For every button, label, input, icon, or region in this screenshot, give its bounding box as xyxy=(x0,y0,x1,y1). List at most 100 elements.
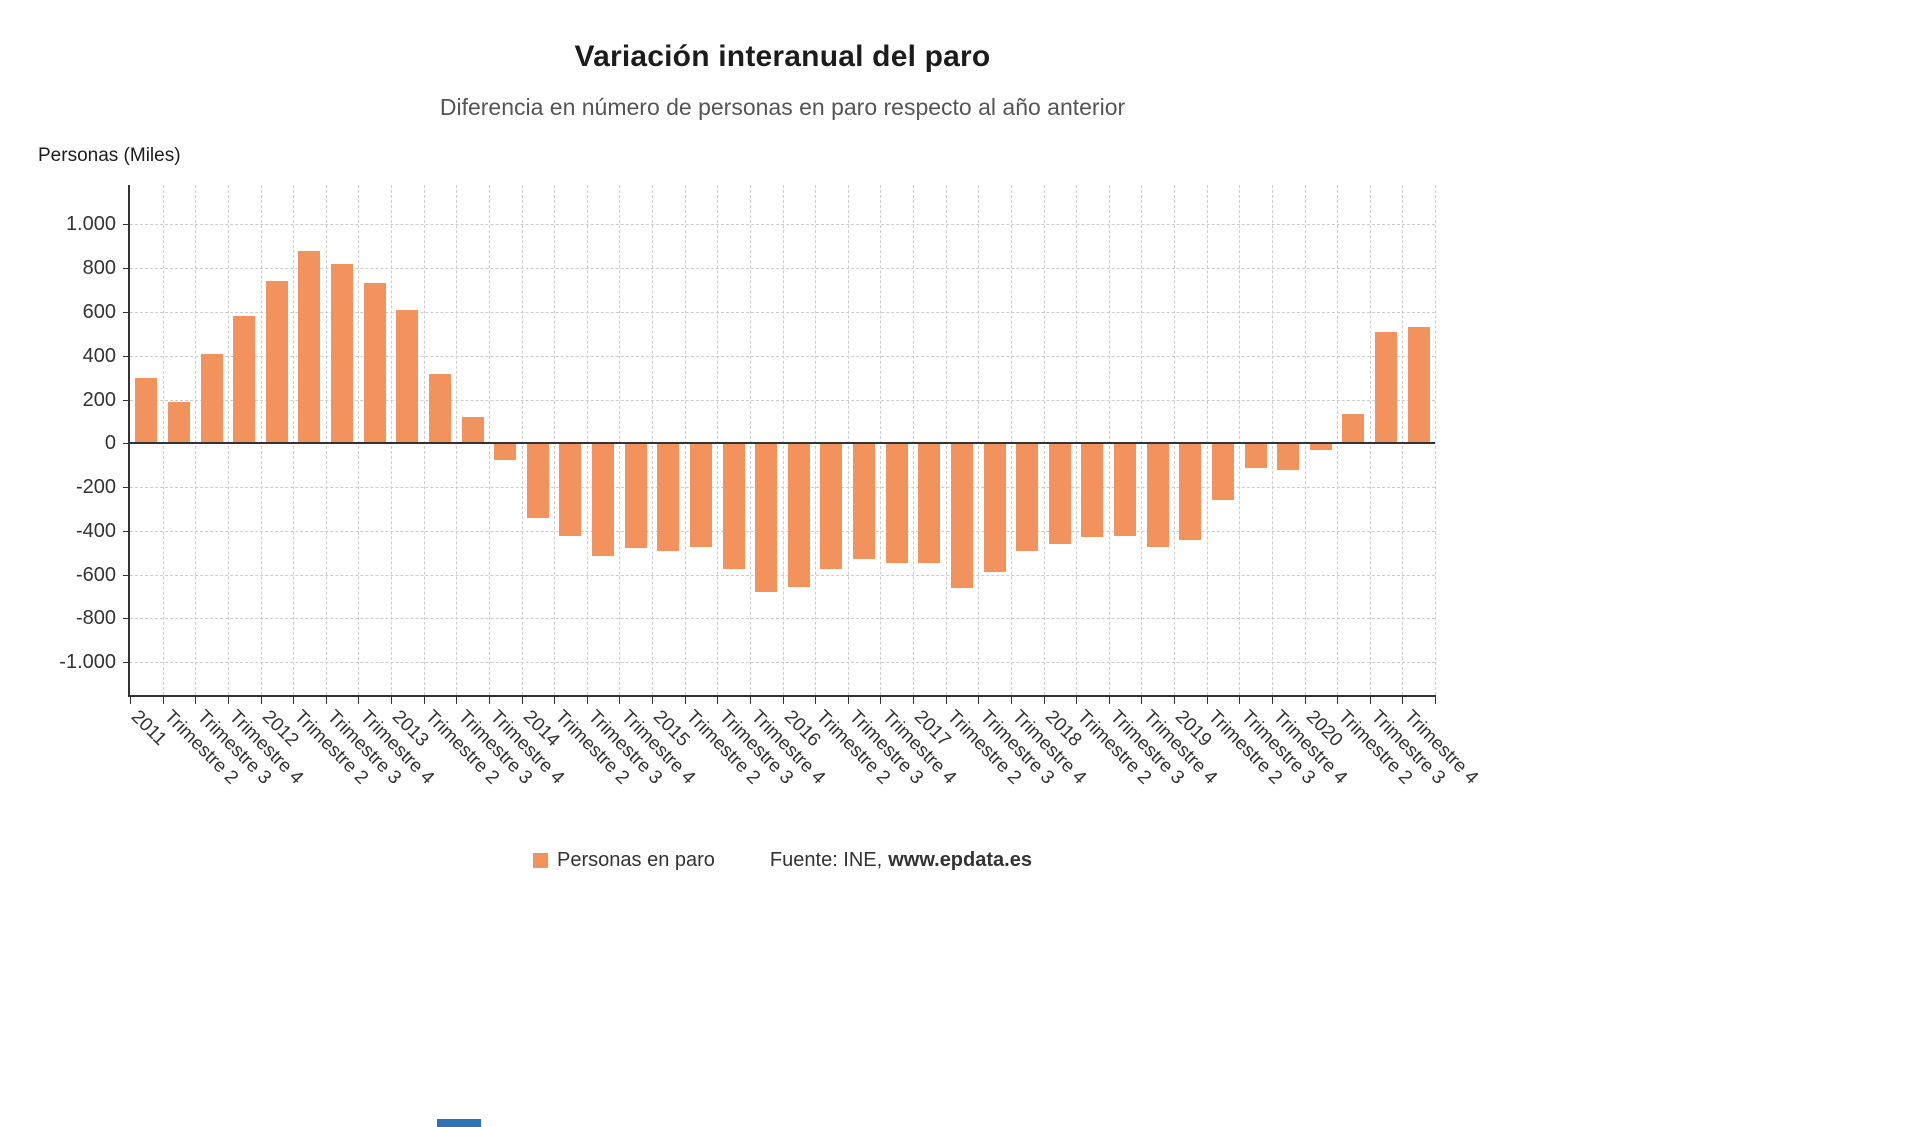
gridline-vertical xyxy=(391,185,392,695)
bar xyxy=(1277,443,1300,470)
gridline-vertical xyxy=(945,185,947,695)
x-tick-label: 2012 xyxy=(257,706,303,752)
source-site-link[interactable]: www.epdata.es xyxy=(888,849,1032,871)
x-tick-mark xyxy=(358,697,360,704)
bar xyxy=(1016,443,1039,551)
x-tick-mark xyxy=(260,697,262,704)
y-tick-label: 200 xyxy=(82,388,116,411)
bar xyxy=(918,443,941,563)
x-tick-mark xyxy=(391,697,392,704)
bar xyxy=(853,443,876,560)
source-text: Fuente: INE, www.epdata.es xyxy=(770,849,1032,872)
bar xyxy=(592,443,615,556)
zero-line xyxy=(130,442,1435,445)
bar xyxy=(1342,413,1365,444)
bar xyxy=(1211,443,1234,501)
bar xyxy=(1146,443,1169,548)
gridline-vertical xyxy=(880,185,882,695)
x-tick-label: Trimestre 2 xyxy=(1203,706,1287,789)
x-tick-mark xyxy=(945,697,947,704)
x-tick-label: Trimestre 2 xyxy=(681,706,765,789)
y-axis-title: Personas (Miles) xyxy=(38,145,181,166)
x-tick-label: Trimestre 3 xyxy=(192,706,275,789)
gridline-vertical xyxy=(1271,185,1273,695)
bar xyxy=(233,316,256,444)
x-tick-label: 2019 xyxy=(1171,706,1216,752)
bar xyxy=(298,250,321,444)
x-tick-mark xyxy=(325,697,327,704)
x-tick-label: Trimestre 3 xyxy=(714,706,797,789)
bar xyxy=(624,443,647,549)
x-tick-label: 2016 xyxy=(779,706,825,752)
gridline-vertical xyxy=(1239,185,1241,695)
x-tick-mark xyxy=(619,697,621,704)
x-tick-mark xyxy=(227,697,229,704)
bar xyxy=(722,443,745,570)
x-tick-mark xyxy=(130,697,131,704)
x-tick-label: 2013 xyxy=(388,706,433,752)
y-tick-label: -600 xyxy=(75,563,116,586)
x-tick-mark xyxy=(1206,697,1208,704)
x-tick-mark xyxy=(880,697,882,704)
gridline-vertical xyxy=(1174,185,1175,695)
x-tick-label: 2018 xyxy=(1040,706,1086,752)
gridline-vertical xyxy=(227,185,229,695)
gridline-vertical xyxy=(717,185,719,695)
x-tick-mark xyxy=(1271,697,1273,704)
bar xyxy=(950,443,973,588)
bar xyxy=(1244,443,1267,469)
x-tick-label: Trimestre 3 xyxy=(453,706,536,789)
x-tick-label: Trimestre 3 xyxy=(1366,706,1450,789)
x-tick-mark xyxy=(1141,697,1143,704)
bar xyxy=(787,443,810,587)
gridline-vertical xyxy=(913,185,914,695)
gridline-vertical xyxy=(260,185,262,695)
gridline-vertical xyxy=(1369,185,1371,695)
x-tick-label: 2017 xyxy=(910,706,955,752)
x-tick-mark xyxy=(782,697,784,704)
bar xyxy=(526,443,549,518)
y-tick-label: -1.000 xyxy=(59,651,116,674)
gridline-vertical xyxy=(749,185,751,695)
x-tick-label: 2020 xyxy=(1301,706,1347,752)
gridline-vertical xyxy=(1108,185,1110,695)
bar xyxy=(689,443,712,548)
bar xyxy=(885,443,908,563)
x-tick-label: Trimestre 4 xyxy=(1399,706,1482,789)
x-tick-mark xyxy=(1304,697,1306,704)
legend-label: Personas en paro xyxy=(557,849,715,871)
gridline-vertical xyxy=(1337,185,1339,695)
bar xyxy=(331,263,354,444)
gridline-vertical xyxy=(521,185,523,695)
bar xyxy=(1114,443,1137,537)
chart-subtitle: Diferencia en número de personas en paro… xyxy=(439,94,1126,120)
gridline-vertical xyxy=(423,185,425,695)
bar xyxy=(1179,443,1202,540)
legend-item-personas-en-paro[interactable]: Personas en paro xyxy=(533,849,715,872)
x-tick-label: 2011 xyxy=(127,706,171,751)
epdata-logo-fragment xyxy=(437,1119,481,1127)
x-tick-label: Trimestre 2 xyxy=(1334,706,1417,789)
x-tick-label: Trimestre 4 xyxy=(877,706,960,789)
x-tick-label: Trimestre 4 xyxy=(616,706,699,789)
x-tick-mark xyxy=(456,697,458,704)
bar xyxy=(1309,443,1332,450)
x-tick-label: Trimestre 4 xyxy=(1269,706,1352,789)
x-tick-mark xyxy=(521,697,523,704)
chart-legend: Personas en paro Fuente: INE, www.epdata.… xyxy=(0,849,1565,872)
gridline-vertical xyxy=(815,185,817,695)
bar xyxy=(983,443,1006,573)
gridline-vertical xyxy=(1010,185,1012,695)
bar xyxy=(1375,331,1398,444)
x-tick-label: Trimestre 4 xyxy=(486,706,569,789)
gridline-vertical xyxy=(1206,185,1208,695)
gridline-vertical xyxy=(554,185,556,695)
gridline-vertical xyxy=(195,185,197,695)
x-tick-mark xyxy=(1239,697,1241,704)
bar xyxy=(1048,443,1071,544)
x-tick-label: 2014 xyxy=(518,706,564,752)
x-tick-mark xyxy=(195,697,197,704)
y-axis-line xyxy=(128,185,130,697)
x-tick-label: Trimestre 2 xyxy=(812,706,895,789)
x-tick-mark xyxy=(423,697,425,704)
